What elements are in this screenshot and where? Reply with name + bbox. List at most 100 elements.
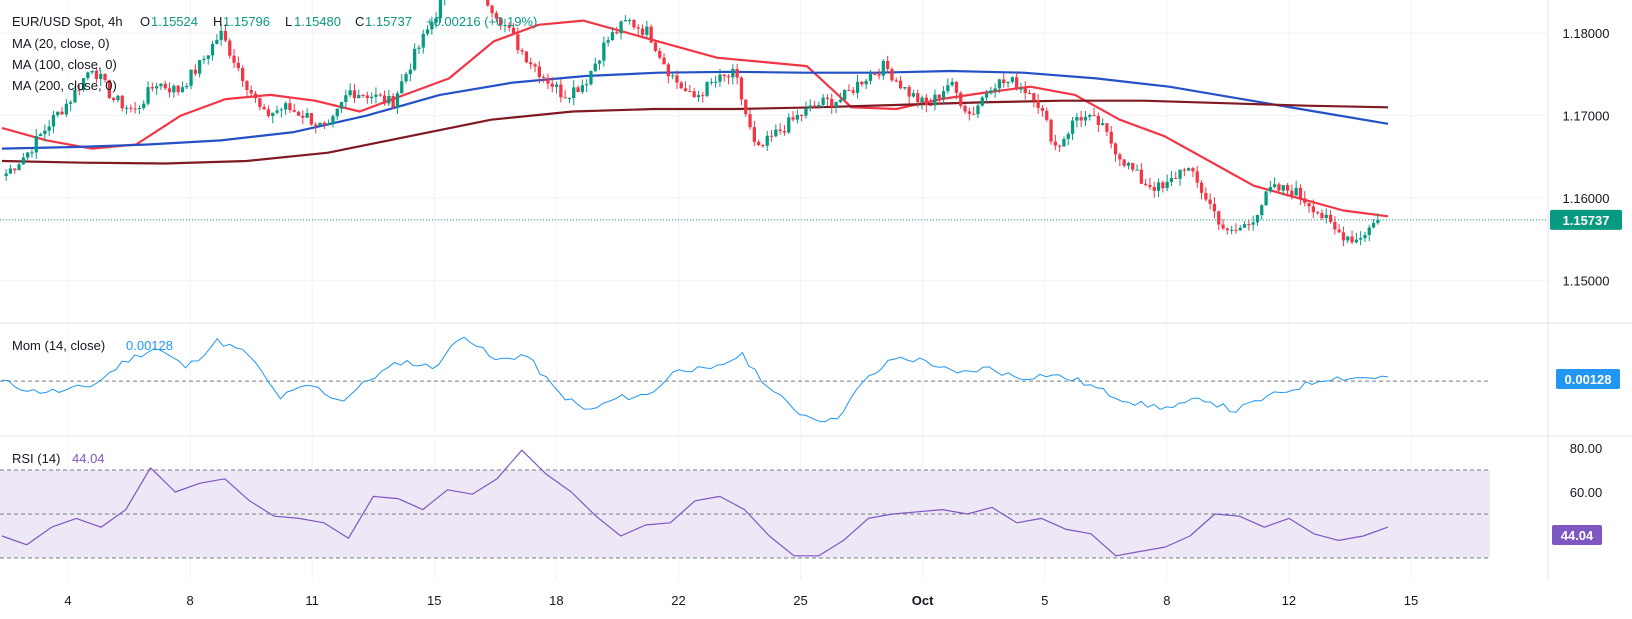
rsi-panel xyxy=(1,449,1389,557)
candle-body xyxy=(567,98,572,100)
candle-body xyxy=(563,97,567,99)
candle-body xyxy=(984,93,989,98)
candle-body xyxy=(976,105,980,115)
candle-body xyxy=(903,87,907,89)
symbol-title[interactable]: EUR/USD Spot, 4h xyxy=(12,14,123,29)
rsi-badge-bg xyxy=(1552,525,1602,545)
candle-body xyxy=(288,103,292,110)
candle-body xyxy=(1178,169,1182,179)
close-value: 1.15737 xyxy=(365,14,412,29)
candle-body xyxy=(60,111,64,115)
candle-body xyxy=(726,76,731,78)
mom-badge: 0.00128 xyxy=(1556,369,1620,389)
candle-body xyxy=(43,130,47,135)
candle-body xyxy=(322,122,326,125)
rsi-tick-label: 60.00 xyxy=(1570,485,1603,500)
candle-body xyxy=(615,32,619,34)
mom-title[interactable]: Mom (14, close) xyxy=(12,338,105,353)
candle-body xyxy=(38,134,43,137)
candle-body xyxy=(1341,232,1346,241)
time-axis[interactable]: 4 8 11 15 18 22 25 Oct 5 8 12 15 xyxy=(64,593,1418,608)
candle-body xyxy=(8,168,13,174)
candle-body xyxy=(946,85,950,92)
high-value: 1.15796 xyxy=(223,14,270,29)
candle-body xyxy=(774,129,778,137)
rsi-badge: 44.04 xyxy=(1552,525,1602,545)
ma100-legend[interactable]: MA (100, close, 0) xyxy=(12,57,117,72)
candle-body xyxy=(1298,187,1303,199)
candle-body xyxy=(640,28,645,35)
candle-body xyxy=(1096,115,1100,126)
candle-body xyxy=(683,88,688,92)
candle-body xyxy=(391,95,395,108)
open-value: 1.15524 xyxy=(151,14,198,29)
candle-body xyxy=(180,87,185,93)
candle-body xyxy=(438,0,443,19)
candle-body xyxy=(357,95,361,99)
candle-body xyxy=(520,50,524,52)
candle-body xyxy=(1174,177,1178,179)
candle-body xyxy=(529,62,533,65)
time-tick-label: 8 xyxy=(186,593,193,608)
price-axis[interactable]: 1.180001.170001.160001.1500080.0060.0040… xyxy=(1563,26,1610,544)
candle-body xyxy=(886,60,890,70)
candle-body xyxy=(348,90,352,96)
candle-body xyxy=(834,101,838,107)
candle-body xyxy=(916,93,920,103)
time-tick-label: 25 xyxy=(793,593,807,608)
candle-body xyxy=(546,77,550,84)
candle-body xyxy=(666,64,670,77)
candle-body xyxy=(1144,183,1148,185)
candle-body xyxy=(266,109,271,116)
candle-body xyxy=(924,97,928,105)
time-tick-label: 5 xyxy=(1041,593,1048,608)
candle-body xyxy=(1225,228,1229,231)
candle-body xyxy=(1122,159,1126,166)
rsi-legend: RSI (14) 44.04 xyxy=(12,451,105,466)
candle-body xyxy=(1328,214,1333,222)
candle-body xyxy=(34,136,38,153)
candle-body xyxy=(937,94,941,99)
candle-body xyxy=(765,135,769,146)
candle-body xyxy=(1212,203,1217,212)
candle-body xyxy=(172,85,176,93)
candle-body xyxy=(219,30,223,40)
time-tick-label: 22 xyxy=(671,593,685,608)
candle-body xyxy=(370,96,374,99)
candle-body xyxy=(537,66,541,78)
candle-body xyxy=(352,90,357,99)
candle-body xyxy=(1350,236,1354,243)
candle-body xyxy=(757,141,761,145)
candle-body xyxy=(997,79,1002,89)
candle-body xyxy=(404,74,408,82)
candle-body xyxy=(253,93,258,99)
low-value: 1.15480 xyxy=(294,14,341,29)
candle-body xyxy=(653,42,658,51)
candle-body xyxy=(1040,107,1045,111)
candle-body xyxy=(1199,182,1204,193)
candle-body xyxy=(430,22,434,30)
candle-body xyxy=(1118,154,1122,160)
rsi-title[interactable]: RSI (14) xyxy=(12,451,60,466)
candle-body xyxy=(1187,168,1191,171)
candle-body xyxy=(735,68,739,78)
candle-body xyxy=(752,127,756,142)
candle-body xyxy=(989,90,993,94)
candle-body xyxy=(365,95,369,99)
candle-body xyxy=(361,95,365,97)
candle-body xyxy=(382,95,387,104)
candle-body xyxy=(26,152,30,158)
ma20-legend[interactable]: MA (20, close, 0) xyxy=(12,36,110,51)
candle-body xyxy=(602,42,606,61)
candle-body xyxy=(967,111,971,114)
candle-body xyxy=(279,109,283,111)
candle-body xyxy=(1079,117,1083,121)
candle-body xyxy=(731,68,735,78)
candle-body xyxy=(344,95,348,103)
candle-body xyxy=(331,116,335,124)
candle-body xyxy=(1092,115,1096,117)
ma200-legend[interactable]: MA (200, close, 0) xyxy=(12,78,117,93)
candle-body xyxy=(959,92,963,106)
candle-body xyxy=(1032,93,1036,101)
candle-body xyxy=(748,114,752,128)
